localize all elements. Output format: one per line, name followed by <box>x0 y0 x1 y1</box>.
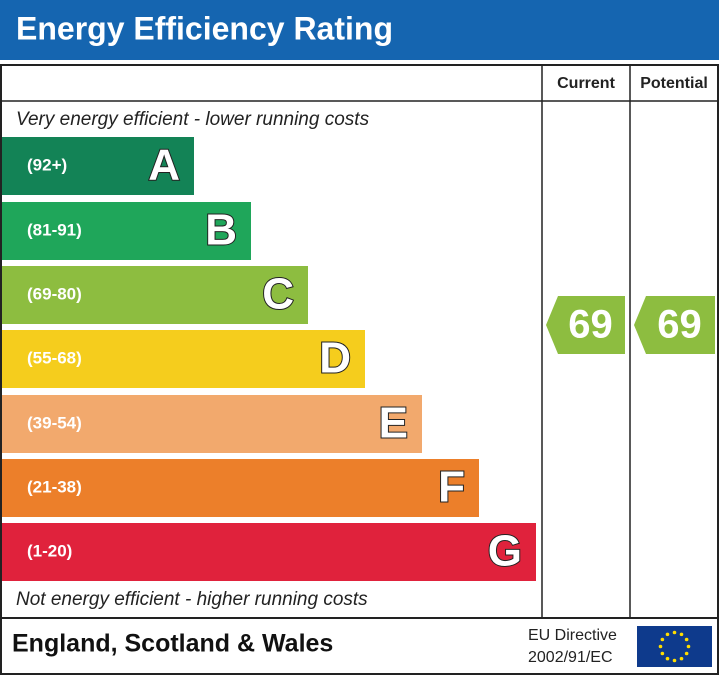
eu-star <box>660 637 665 642</box>
band-bar <box>2 137 194 195</box>
band-bar <box>2 266 308 324</box>
eu-star <box>660 651 665 656</box>
directive: 2002/91/EC <box>528 649 613 666</box>
eu-star <box>679 632 684 637</box>
band-range: (39-54) <box>27 413 82 432</box>
column-header: Current <box>557 75 615 92</box>
rating-arrow <box>546 296 625 354</box>
band-range: (55-68) <box>27 348 82 367</box>
rating-value: 69 <box>568 303 613 347</box>
band-bar <box>2 202 251 260</box>
top-note: Very energy efficient - lower running co… <box>16 109 370 130</box>
band-bar <box>2 523 536 581</box>
band-range: (69-80) <box>27 284 82 303</box>
eu-star <box>658 644 663 649</box>
band-letter: G <box>488 527 522 576</box>
band-range: (81-91) <box>27 220 82 239</box>
rating-value: 69 <box>657 303 702 347</box>
band-range: (21-38) <box>27 477 82 496</box>
directive: EU Directive <box>528 627 617 644</box>
band-bar <box>2 459 479 517</box>
frame <box>0 64 719 675</box>
band-bar <box>2 330 365 388</box>
band-letter: E <box>379 399 408 448</box>
eu-star <box>672 630 677 635</box>
band-range: (92+) <box>27 155 67 174</box>
eu-star <box>684 637 689 642</box>
eu-star <box>686 644 691 649</box>
region: England, Scotland & Wales <box>12 630 333 658</box>
band-letter: C <box>262 270 294 319</box>
eu-star <box>665 656 670 661</box>
band-range: (1-20) <box>27 541 72 560</box>
eu-star <box>684 651 689 656</box>
column-header: Potential <box>640 75 708 92</box>
eu-star <box>679 656 684 661</box>
band-letter: F <box>438 463 465 512</box>
title: Energy Efficiency Rating <box>16 10 393 46</box>
band-letter: B <box>205 206 237 255</box>
rating-arrow <box>634 296 715 354</box>
eu-stars <box>658 630 691 663</box>
band-letter: A <box>148 141 180 190</box>
eu-star <box>665 632 670 637</box>
eu-star <box>672 658 677 663</box>
bottom-note: Not energy efficient - higher running co… <box>16 589 368 610</box>
header-bar <box>0 0 719 60</box>
bands: (92+) A (81-91) B (69-80) C (55-68) D (39-54) E (2… <box>2 137 715 581</box>
band-letter: D <box>319 334 351 383</box>
band-bar <box>2 395 422 453</box>
